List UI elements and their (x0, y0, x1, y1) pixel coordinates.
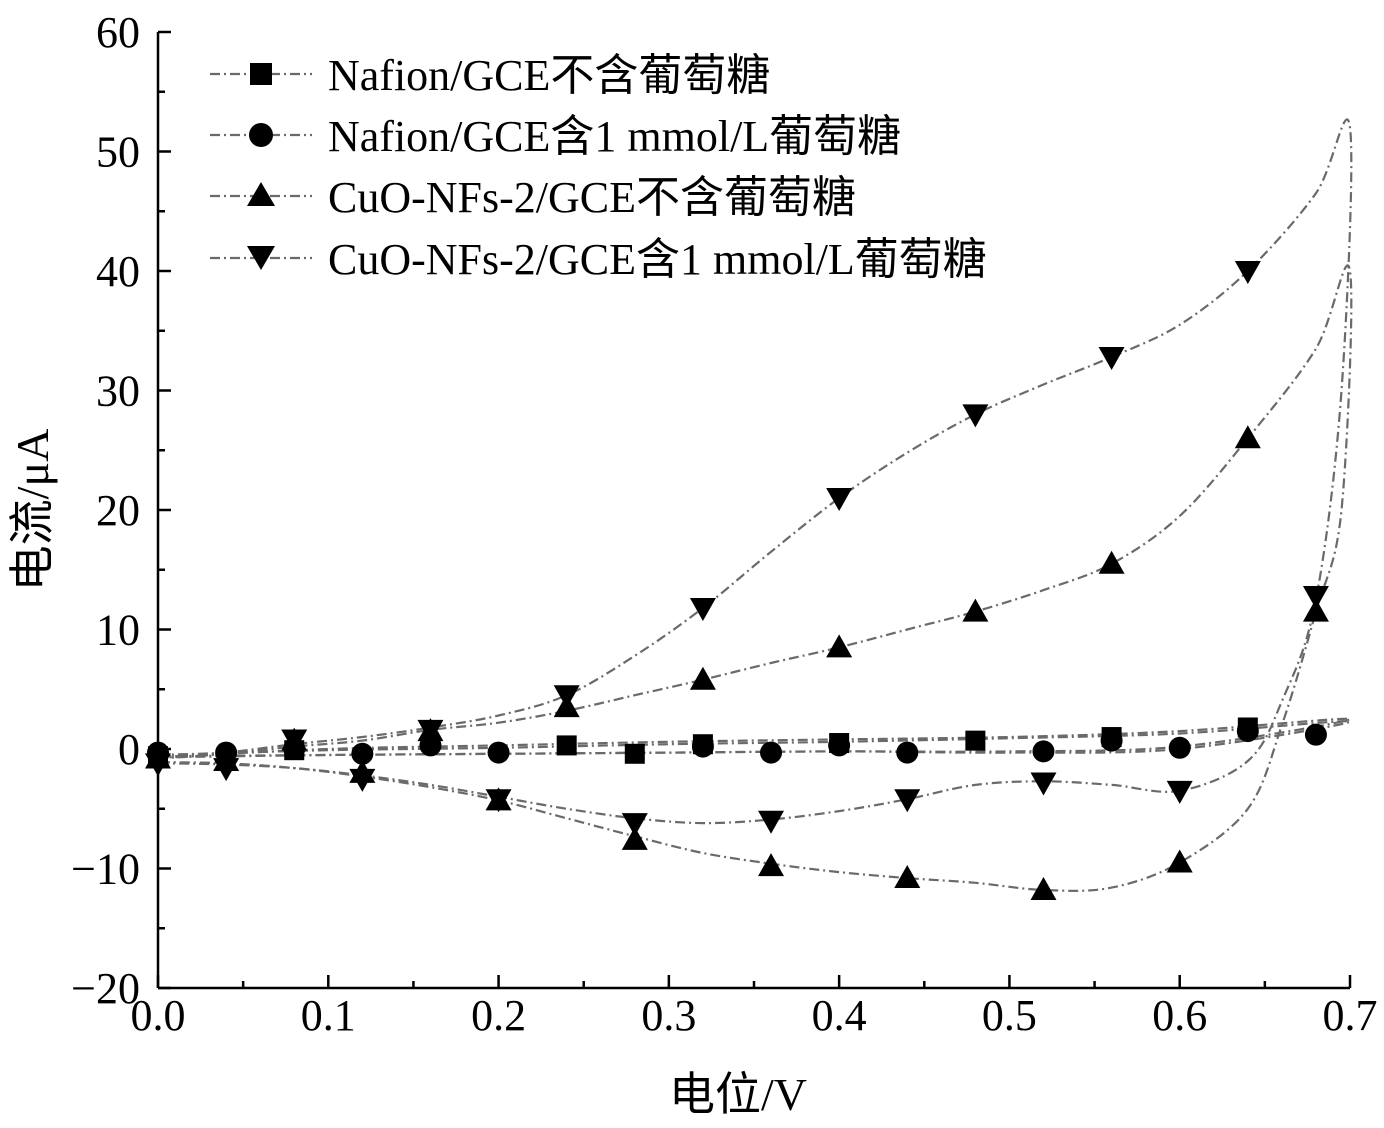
data-point-triangle-down (213, 758, 240, 782)
data-point-triangle-down (145, 753, 171, 777)
data-point-triangle-down (349, 768, 376, 792)
y-tick-label: 50 (96, 128, 140, 177)
data-point-triangle-up (1030, 877, 1057, 901)
data-point-triangle-down (1302, 586, 1329, 610)
data-point-triangle-up (621, 826, 648, 850)
legend-label-2: Nafion/GCE含1 mmol/L葡萄糖 (328, 112, 901, 161)
legend-label-3: CuO-NFs-2/GCE不含葡萄糖 (328, 173, 856, 222)
data-point-triangle-down (417, 719, 444, 743)
y-tick-label: 30 (96, 367, 140, 416)
data-point-circle (1032, 740, 1055, 763)
y-tick-label: 10 (96, 606, 140, 655)
legend-item: CuO-NFs-2/GCE不含葡萄糖 (210, 173, 856, 222)
x-tick-label: 0.2 (471, 991, 526, 1040)
y-tick-label: 40 (96, 247, 140, 296)
data-point-triangle-up (689, 666, 716, 690)
legend: Nafion/GCE不含葡萄糖 Nafion/GCE含1 mmol/L葡萄糖 C… (210, 51, 987, 284)
data-point-circle (828, 734, 851, 757)
y-tick-label: −10 (71, 845, 140, 894)
x-tick-label: 0.1 (301, 991, 356, 1040)
data-point-circle (1168, 736, 1191, 759)
y-tick-label: −20 (71, 964, 140, 1013)
data-point-triangle-down (826, 488, 853, 512)
data-point-square (624, 743, 645, 764)
data-point-circle (1304, 723, 1327, 746)
legend-item: CuO-NFs-2/GCE含1 mmol/L葡萄糖 (210, 235, 987, 284)
y-tick-label: 0 (118, 725, 140, 774)
data-point-triangle-up (1166, 849, 1193, 873)
x-tick-label: 0.5 (982, 991, 1037, 1040)
data-point-triangle-down (689, 597, 716, 621)
data-point-triangle-up (1098, 550, 1125, 574)
x-tick-label: 0.3 (641, 991, 696, 1040)
legend-label-1: Nafion/GCE不含葡萄糖 (328, 51, 770, 100)
legend-item: Nafion/GCE不含葡萄糖 (210, 51, 770, 100)
x-tick-label: 0.6 (1152, 991, 1207, 1040)
data-point-square (556, 735, 577, 756)
y-tick-label: 60 (96, 8, 140, 57)
legend-marker-square (250, 63, 272, 85)
legend-marker-triangle-up (247, 182, 275, 206)
data-point-triangle-up (962, 598, 989, 622)
data-point-circle (691, 735, 714, 758)
data-point-circle (351, 742, 374, 765)
series-line-3 (157, 264, 1353, 892)
data-point-triangle-down (1030, 772, 1057, 796)
data-point-triangle-up (826, 634, 853, 658)
data-point-triangle-down (962, 404, 989, 428)
legend-label-4: CuO-NFs-2/GCE含1 mmol/L葡萄糖 (328, 235, 987, 284)
y-axis-title: 电流/μA (7, 429, 58, 592)
series-line-4 (157, 118, 1353, 825)
data-point-triangle-down (621, 813, 648, 837)
series-line-2 (157, 717, 1352, 759)
data-point-triangle-down (553, 685, 580, 709)
data-point-circle (487, 741, 510, 764)
data-point-circle (760, 741, 783, 764)
data-point-triangle-down (485, 789, 512, 813)
data-point-circle (1236, 720, 1259, 743)
data-point-circle (896, 741, 919, 764)
data-point-triangle-down (1166, 780, 1193, 804)
data-point-triangle-down (1098, 347, 1125, 371)
x-tick-label: 0.4 (812, 991, 867, 1040)
data-point-triangle-up (1302, 598, 1329, 622)
data-point-triangle-up (758, 853, 785, 877)
y-tick-label: 20 (96, 486, 140, 535)
data-point-triangle-down (1234, 261, 1261, 284)
data-point-triangle-up (1234, 425, 1261, 449)
legend-marker-triangle-down (247, 246, 275, 270)
legend-marker-circle (249, 123, 273, 147)
data-point-square (965, 730, 986, 751)
x-tick-label: 0.7 (1323, 991, 1378, 1040)
data-point-circle (1100, 729, 1123, 752)
data-point-triangle-up (894, 865, 921, 889)
x-tick-label: 0.0 (131, 991, 186, 1040)
data-point-triangle-down (758, 810, 785, 834)
data-point-triangle-down (894, 789, 921, 813)
legend-item: Nafion/GCE含1 mmol/L葡萄糖 (210, 112, 901, 161)
data-point-triangle-down (281, 729, 308, 753)
axis-ticks: 0.0 0.1 0.2 0.3 0.4 0.5 0.6 0.7 −20 −10 0 10 20 30 40 5… (71, 8, 1377, 1040)
series-markers (145, 261, 1329, 901)
x-axis-title: 电位/V (669, 1069, 807, 1120)
series-curves (157, 118, 1353, 892)
